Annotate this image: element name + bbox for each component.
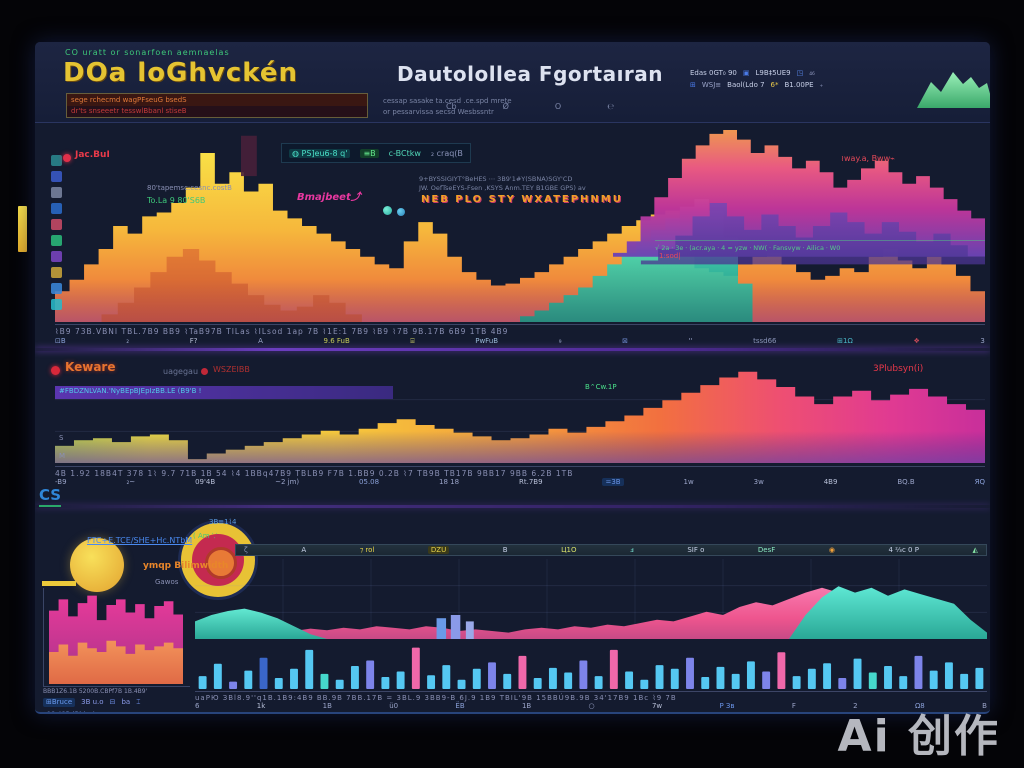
row1-legend[interactable]: ◍ PS]eu6-8 q' ≡B c-BCtkw ₂ craq(B	[281, 143, 471, 163]
row3-blue-tiny: ЗB≡1⌇4	[209, 518, 237, 526]
header-status-band: sege rchecmd wagPFseuG bsedS dr'ts snsee…	[66, 93, 368, 118]
row3-green-note: ( Am ⸪	[193, 532, 218, 540]
row2-y-axis-label: M	[59, 452, 66, 460]
yellow-circle-indicator	[70, 538, 124, 592]
row3-orange-label: ymqp Bilimwidth	[143, 561, 229, 571]
gauge-center	[205, 547, 237, 579]
row2-green-chip: B⌃Cw.1P	[585, 383, 617, 391]
row2-y-axis-label: S	[59, 434, 64, 442]
gradient-ridge-chart[interactable]	[55, 368, 985, 463]
row2-right-red-note: 3Plubsyn(i)	[873, 364, 924, 374]
row2-series-label: Keware	[65, 360, 116, 374]
mini-chip-row2: 18.48B (B) jw jv.cw ∴	[47, 710, 116, 714]
mini-chip-row: ⊞Bruce 3B u.o ⊟ ba ⌶	[43, 698, 140, 707]
header-meta-row2: ⊞ WSJ≡ Baol(Ldo 7 6* B1.00PE ₊	[690, 81, 824, 89]
row2-x-ticks: 4B 1.92 18B4T 378 1⌇ 9.7 71B 1B 54 ⌇4 1B…	[55, 466, 985, 478]
left-accent-bar	[18, 206, 27, 252]
header-eyebrow: CO uratt or sonarfoen aemnaelas	[65, 48, 230, 57]
row1-tiny-line2: JW. OefTseEYS-Fsen ,KSYS Anm.TEY B1GBE G…	[419, 184, 586, 192]
row1-note-gray: 80'tapemsc:cesnc.costB	[147, 184, 232, 192]
divider-line	[35, 505, 990, 508]
row1-series-label: Jac.BuI	[75, 150, 110, 160]
row3-link[interactable]: FTC+E.TCE/SHE+Hc.NTbM	[87, 536, 193, 545]
header-bar: CO uratt or sonarfoen aemnaelas DOa loGh…	[35, 42, 990, 123]
bar-strip-chart[interactable]	[195, 643, 987, 689]
status-band-row2: dr'ts snseeetr tesswlBbanl stiseB	[67, 106, 367, 117]
row1-annotation-magenta: Bmajbeet⤴	[297, 192, 361, 203]
sidebar-icon-strip[interactable]	[51, 155, 63, 315]
mini-x-ticks: BBB1Z6.1B 5200B.CBPf7B 1B.4B9'	[43, 688, 148, 695]
status-band-row1: sege rchecmd wagPFseuG bsedS	[67, 94, 367, 106]
row1-right-red-note: ≀way.a, Bww⌁	[841, 154, 895, 163]
divider-line	[35, 348, 990, 351]
row1-x-ticks2: ⊡B ₂ F? A 9.6 FuB ⌸ PwFuB ₉ ⊠ '' tssd66 ⊞1Ω ❖ 3	[55, 337, 985, 345]
row2-x-ticks2: -B9 ₂~ 09'4B ~2 jm) 05.08 18 18 Rt.7B9 =3B 1w 3w 4…	[55, 478, 985, 486]
row3-sub-label: Gawos	[155, 578, 179, 586]
row3-x-ticks2: 6 1k 1B ü0 ЁB 1B ○ 7w P Зв F 2 Ω8 B	[195, 702, 987, 710]
header-meta: Edas 0GT₀ 90 ▣ L9B‡5UE9 ◳ ₄₆ ⊞ WSJ≡ Baol(Ldo 7…	[690, 69, 915, 93]
teal-dot-icon	[397, 208, 405, 216]
record-dot-icon	[63, 154, 71, 162]
row2-highlight-bar[interactable]: #FBDZNLVAN.'NyBEpBJEpIzBB.LE (B9'B !	[55, 386, 393, 399]
main-mountain-chart[interactable]	[55, 130, 985, 322]
row1-tiny-line1: 9+BYSSIGIYT°BeHES ⋯ 3B9'1#Y(SBNA)SGY'CD	[419, 175, 573, 183]
watermark: Ai 创作	[837, 711, 1000, 762]
mountain-logo-icon	[917, 72, 990, 108]
record-dot-icon	[201, 368, 208, 375]
page-title: Dautolollea Fgortaıran	[396, 62, 664, 86]
row1-note-green: To.La 9 80'S6B	[147, 196, 206, 205]
row1-legend-orange: NEB PLO STY WXATEPHNMU	[421, 194, 623, 205]
header-mid-row2: or pessarvissa secsd Wesbssntr	[383, 108, 494, 116]
header-mid-rows: cessap sasake ta.cesd .ce.spd mrete or p…	[383, 96, 723, 118]
teal-dot-icon	[383, 206, 392, 215]
dashboard-panel: CO uratt or sonarfoen aemnaelas DOa loGh…	[35, 42, 990, 714]
app-title: DOa loGhvckén	[63, 58, 299, 88]
row1-x-ticks: ⌇B9 73B.VBNI TBL.7B9 BB9 ⌇TaB97B TILas ⌇…	[55, 324, 985, 336]
header-mid-row1: cessap sasake ta.cesd .ce.spd mrete	[383, 97, 512, 105]
header-meta-row1: Edas 0GT₀ 90 ▣ L9B‡5UE9 ◳ ₄₆	[690, 69, 815, 77]
hills-area-chart[interactable]	[195, 559, 987, 639]
mini-yellow-bar	[42, 581, 76, 586]
row1-subaxis-red: 1:sod|	[659, 252, 681, 260]
mini-chart-panel	[43, 588, 190, 687]
gauge-widget	[181, 523, 255, 597]
mini-area-chart[interactable]	[49, 590, 183, 684]
row2-series-label2: WSZEIBB	[213, 365, 250, 374]
row2-mid-note: uagegau	[163, 367, 199, 376]
header-tab-icons[interactable]: Cb Ø O ℮	[445, 102, 615, 111]
row3-panel-header[interactable]: ζ A ⁊ rol DZU B Ц1О ⅎ SIF o DesF ◉ 4 ⅔c 0 P ◭	[235, 544, 987, 556]
row1-subaxis: √ 2a ⸱ 3e ⸱ (acr.aya ⸱ 4 ≈ yzw ⸱ NW( ⸱ F…	[655, 240, 985, 252]
row3-x-ticks: uaPЮ ЗBl8.9''q1B.1B9:4B9 BB.9B 7BB.17B =…	[195, 691, 987, 702]
record-dot-icon	[51, 366, 60, 375]
row2-corner-label: CS	[39, 486, 62, 507]
